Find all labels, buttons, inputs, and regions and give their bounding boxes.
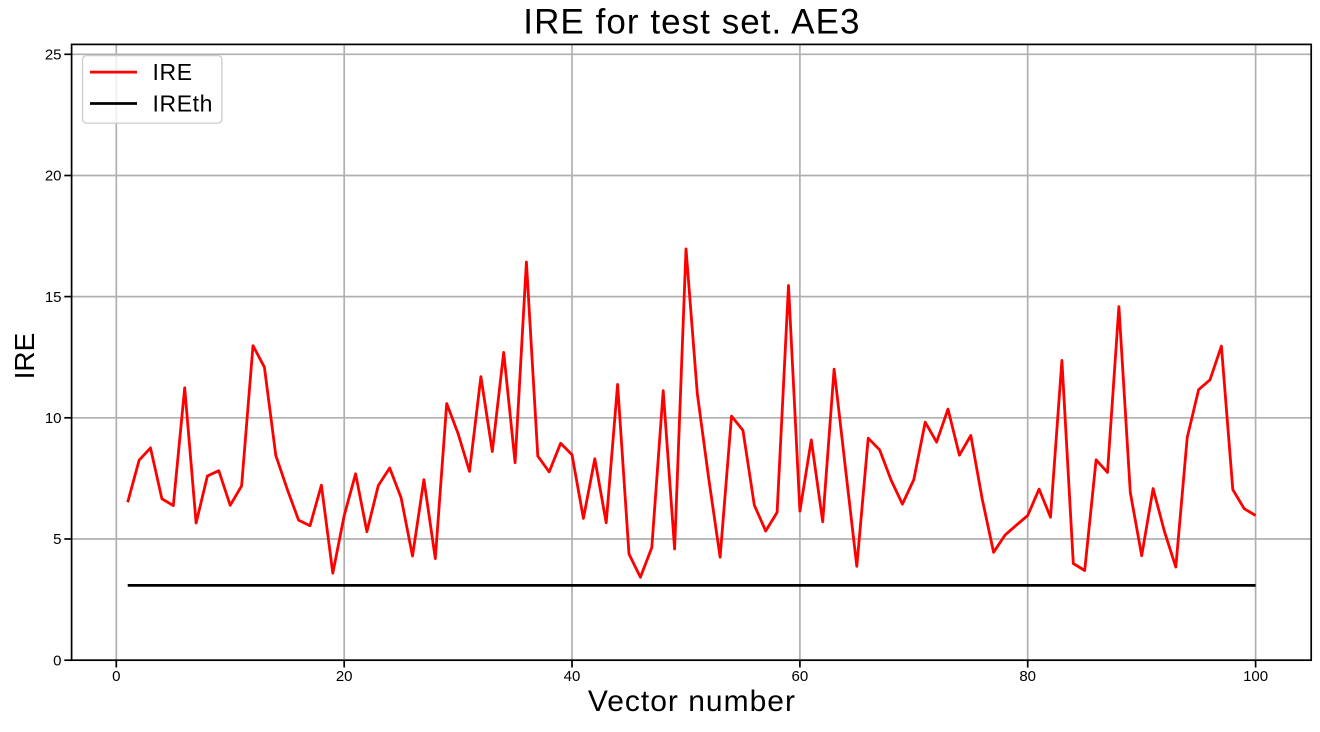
svg-text:10: 10	[45, 410, 62, 427]
svg-text:IREth: IREth	[153, 91, 214, 117]
svg-text:40: 40	[564, 668, 581, 685]
svg-text:IRE for test set. AE3: IRE for test set. AE3	[523, 3, 860, 42]
svg-text:60: 60	[792, 668, 809, 685]
svg-text:IRE: IRE	[9, 333, 40, 380]
svg-text:0: 0	[53, 652, 61, 669]
svg-text:25: 25	[45, 47, 62, 64]
svg-text:15: 15	[45, 289, 62, 306]
svg-text:IRE: IRE	[153, 59, 193, 85]
svg-text:20: 20	[45, 168, 62, 185]
svg-text:100: 100	[1243, 668, 1268, 685]
svg-text:Vector number: Vector number	[588, 685, 796, 718]
svg-text:0: 0	[112, 668, 120, 685]
svg-text:20: 20	[336, 668, 353, 685]
svg-text:5: 5	[53, 531, 61, 548]
svg-text:80: 80	[1019, 668, 1036, 685]
